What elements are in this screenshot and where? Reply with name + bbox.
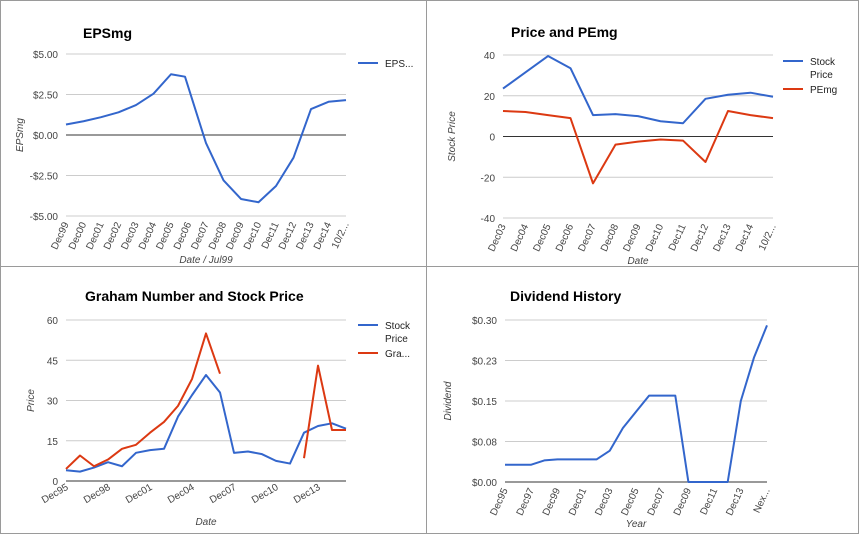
x-tick-label: 10/2... xyxy=(757,223,779,253)
x-tick-label: Dec05 xyxy=(620,486,642,517)
chart-title: EPSmg xyxy=(83,25,132,41)
y-tick-label: $0.08 xyxy=(472,438,497,449)
legend-label: Gra... xyxy=(385,349,410,360)
y-tick-label: 45 xyxy=(47,356,59,367)
x-tick-label: Dec98 xyxy=(82,482,113,506)
chart-panel-dividend-history: Dividend History $0.30 $0.23 $0.15 $0.08 $0.0… xyxy=(426,266,859,534)
series-line xyxy=(502,110,774,185)
chart-title: Graham Number and Stock Price xyxy=(85,288,304,304)
chart-title: Price and PEmg xyxy=(511,24,618,40)
x-tick-label: Dec03 xyxy=(487,222,509,253)
x-tick-label: Dec11 xyxy=(698,486,720,517)
series-line xyxy=(65,332,221,470)
y-tick-label: -$2.50 xyxy=(30,172,59,183)
chart-panel-graham-number: Graham Number and Stock Price 60 45 30 15 0 Pr… xyxy=(0,266,430,534)
y-tick-label: 40 xyxy=(484,51,496,62)
x-tick-label: Dec14 xyxy=(734,222,756,253)
x-tick-label: Dec12 xyxy=(689,222,711,253)
x-tick-label: Dec95 xyxy=(489,486,511,517)
epsmg-chart: EPSmg$5.00$2.50$0.00-$2.50-$5.00EPSmgDec… xyxy=(15,25,413,266)
series-line xyxy=(502,55,774,125)
y-tick-label: $0.15 xyxy=(472,397,497,408)
y-tick-label: $0.23 xyxy=(472,357,497,368)
y-tick-label: $5.00 xyxy=(33,50,58,61)
x-tick-label: Dec10 xyxy=(250,482,281,506)
x-tick-label: Dec04 xyxy=(166,482,197,506)
legend-label: Stock Price xyxy=(810,57,836,81)
x-tick-label: Dec13 xyxy=(712,222,734,253)
x-tick-label: Dec11 xyxy=(667,222,689,253)
x-tick-label: Dec07 xyxy=(577,222,599,253)
y-tick-label: -$5.00 xyxy=(30,212,59,223)
y-tick-label: 15 xyxy=(47,437,59,448)
y-tick-label: $0.00 xyxy=(33,131,58,142)
chart-panel-price-pemg: Price and PEmg 40 20 0 -20 -40 Stock Price Dec0… xyxy=(426,0,859,270)
y-tick-label: $0.00 xyxy=(472,478,497,489)
x-axis-label: Date xyxy=(627,256,649,267)
graham-number-chart: Graham Number and Stock Price 60 45 30 15 0 Pr… xyxy=(26,288,411,528)
x-axis-label: Date / Jul99 xyxy=(179,255,233,266)
series-line xyxy=(303,364,346,459)
x-tick-label: Dec07 xyxy=(208,482,239,506)
legend-label: PEmg xyxy=(810,85,837,96)
x-tick-label: Nex... xyxy=(752,487,773,515)
x-tick-label: Dec97 xyxy=(515,486,537,517)
y-tick-label: -40 xyxy=(481,214,496,225)
x-tick-label: Dec03 xyxy=(593,486,615,517)
x-tick-label: Dec99 xyxy=(541,486,563,517)
x-tick-label: Dec10 xyxy=(644,222,666,253)
y-tick-label: 0 xyxy=(489,133,495,144)
series-line xyxy=(65,374,347,473)
price-pemg-chart: Price and PEmg 40 20 0 -20 -40 Stock Price Dec0… xyxy=(447,24,837,267)
x-axis-label: Year xyxy=(626,519,647,530)
x-tick-label: Dec13 xyxy=(724,486,746,517)
y-tick-label: 20 xyxy=(484,92,496,103)
legend-label: Stock Price xyxy=(385,321,411,345)
chart-title: Dividend History xyxy=(510,288,621,304)
x-tick-label: Dec07 xyxy=(646,486,668,517)
x-tick-label: Dec05 xyxy=(532,222,554,253)
y-tick-label: 30 xyxy=(47,397,59,408)
x-tick-label: Dec09 xyxy=(672,486,694,517)
x-tick-label: Dec13 xyxy=(292,482,323,506)
y-tick-label: 60 xyxy=(47,316,59,327)
legend-label: EPS... xyxy=(385,59,413,70)
x-tick-label: Dec01 xyxy=(124,482,155,506)
x-tick-label: Dec04 xyxy=(509,222,531,253)
y-axis-label: Dividend xyxy=(443,381,454,420)
chart-panel-epsmg: EPSmg $5.00 $2.50 $0.00 -$2.50 -$5.00 EPSmg Dec… xyxy=(0,0,430,270)
y-axis-label: EPSmg xyxy=(15,118,26,152)
dividend-history-chart: Dividend History $0.30 $0.23 $0.15 $0.08 $0.0… xyxy=(443,288,773,530)
series-line xyxy=(65,73,347,204)
x-tick-label: Dec09 xyxy=(622,222,644,253)
y-tick-label: $0.30 xyxy=(472,316,497,327)
y-tick-label: -20 xyxy=(481,173,496,184)
x-tick-label: Dec01 xyxy=(567,486,589,517)
x-axis-label: Date xyxy=(195,517,217,528)
y-axis-label: Price xyxy=(26,389,37,412)
series-line xyxy=(505,325,768,483)
y-tick-label: $2.50 xyxy=(33,91,58,102)
y-tick-label: 0 xyxy=(52,477,58,488)
x-tick-label: Dec08 xyxy=(599,222,621,253)
y-axis-label: Stock Price xyxy=(447,111,458,162)
x-tick-label: Dec06 xyxy=(554,222,576,253)
